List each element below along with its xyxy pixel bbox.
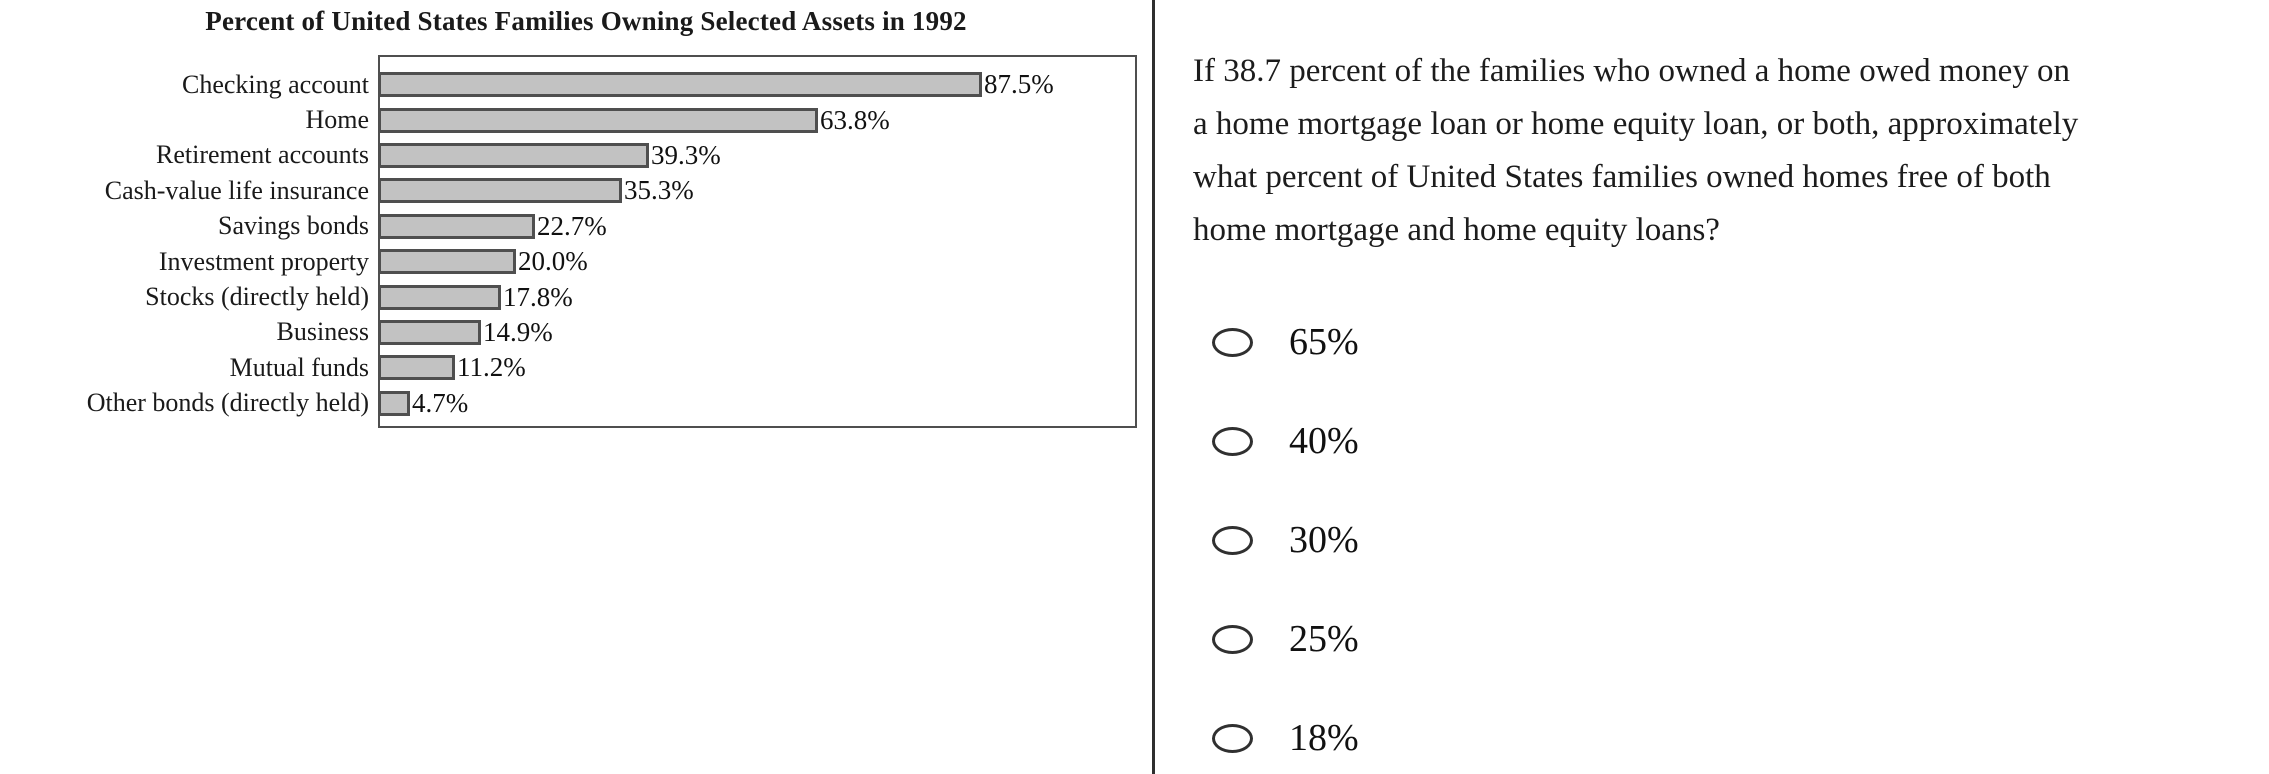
- value-label: 20.0%: [518, 246, 588, 277]
- category-label: Business: [276, 317, 369, 347]
- bar-track: 39.3%: [378, 138, 1137, 173]
- bar: [378, 72, 982, 98]
- category-label: Retirement accounts: [156, 140, 369, 170]
- bar: [378, 319, 481, 345]
- category-label: Home: [305, 105, 369, 135]
- value-label: 4.7%: [412, 387, 469, 418]
- chart-row: Stocks (directly held) 17.8%: [0, 279, 1160, 314]
- bar: [378, 249, 516, 275]
- panel-divider: [1152, 0, 1155, 774]
- chart-row: Retirement accounts 39.3%: [0, 138, 1160, 173]
- category-label: Checking account: [182, 69, 369, 99]
- radio-oval-icon[interactable]: [1212, 426, 1253, 456]
- question-line: home mortgage and home equity loans?: [1193, 212, 1720, 248]
- radio-oval-icon[interactable]: [1212, 723, 1253, 753]
- bar: [378, 355, 455, 381]
- chart-row: Business 14.9%: [0, 315, 1160, 350]
- bar-track: 4.7%: [378, 386, 1137, 421]
- option-label: 40%: [1289, 420, 1359, 462]
- value-label: 17.8%: [503, 281, 573, 312]
- chart-row: Savings bonds 22.7%: [0, 209, 1160, 244]
- bar-track: 87.5%: [378, 67, 1137, 102]
- category-label: Investment property: [158, 246, 369, 276]
- option-label: 25%: [1289, 618, 1359, 660]
- bar-track: 63.8%: [378, 102, 1137, 137]
- chart-row: Checking account 87.5%: [0, 67, 1160, 102]
- bar: [378, 284, 501, 310]
- value-label: 35.3%: [624, 175, 694, 206]
- value-label: 87.5%: [984, 69, 1054, 100]
- bar-track: 20.0%: [378, 244, 1137, 279]
- bar-track: 11.2%: [378, 350, 1137, 385]
- answer-option[interactable]: 25%: [1212, 615, 1359, 663]
- category-label: Cash-value life insurance: [104, 175, 369, 205]
- category-label: Savings bonds: [218, 211, 369, 241]
- value-label: 63.8%: [820, 104, 890, 135]
- answer-option[interactable]: 65%: [1212, 318, 1359, 366]
- value-label: 14.9%: [483, 316, 553, 347]
- chart-row: Mutual funds 11.2%: [0, 350, 1160, 385]
- bar: [378, 142, 649, 168]
- option-label: 18%: [1289, 717, 1359, 759]
- chart-row: Other bonds (directly held) 4.7%: [0, 386, 1160, 421]
- question-line: If 38.7 percent of the families who owne…: [1193, 53, 2070, 89]
- chart-row: Cash-value life insurance 35.3%: [0, 173, 1160, 208]
- radio-oval-icon[interactable]: [1212, 624, 1253, 654]
- option-label: 65%: [1289, 321, 1359, 363]
- radio-oval-icon[interactable]: [1212, 327, 1253, 357]
- answer-option[interactable]: 18%: [1212, 714, 1359, 762]
- bar-track: 35.3%: [378, 173, 1137, 208]
- chart-title: Percent of United States Families Owning…: [205, 6, 967, 36]
- answer-option[interactable]: 40%: [1212, 417, 1359, 465]
- category-label: Mutual funds: [229, 352, 369, 382]
- chart-row: Investment property 20.0%: [0, 244, 1160, 279]
- question-text: If 38.7 percent of the families who owne…: [1193, 45, 2248, 257]
- bar-track: 22.7%: [378, 209, 1137, 244]
- answer-options: 65% 40% 30% 25% 18%: [1212, 318, 1359, 774]
- bar: [378, 390, 410, 416]
- bar-track: 17.8%: [378, 279, 1137, 314]
- chart-row: Home 63.8%: [0, 102, 1160, 137]
- value-label: 39.3%: [651, 139, 721, 170]
- bar-chart: Checking account 87.5% Home 63.8% Retirement…: [0, 67, 1160, 421]
- value-label: 22.7%: [537, 210, 607, 241]
- option-label: 30%: [1289, 519, 1359, 561]
- bar: [378, 107, 818, 133]
- question-line: what percent of United States families o…: [1193, 159, 2051, 195]
- radio-oval-icon[interactable]: [1212, 525, 1253, 555]
- category-label: Other bonds (directly held): [86, 388, 369, 418]
- category-label: Stocks (directly held): [145, 282, 369, 312]
- question-line: a home mortgage loan or home equity loan…: [1193, 106, 2079, 142]
- bar-track: 14.9%: [378, 315, 1137, 350]
- answer-option[interactable]: 30%: [1212, 516, 1359, 564]
- bar: [378, 178, 622, 204]
- value-label: 11.2%: [457, 352, 526, 383]
- bar: [378, 213, 535, 239]
